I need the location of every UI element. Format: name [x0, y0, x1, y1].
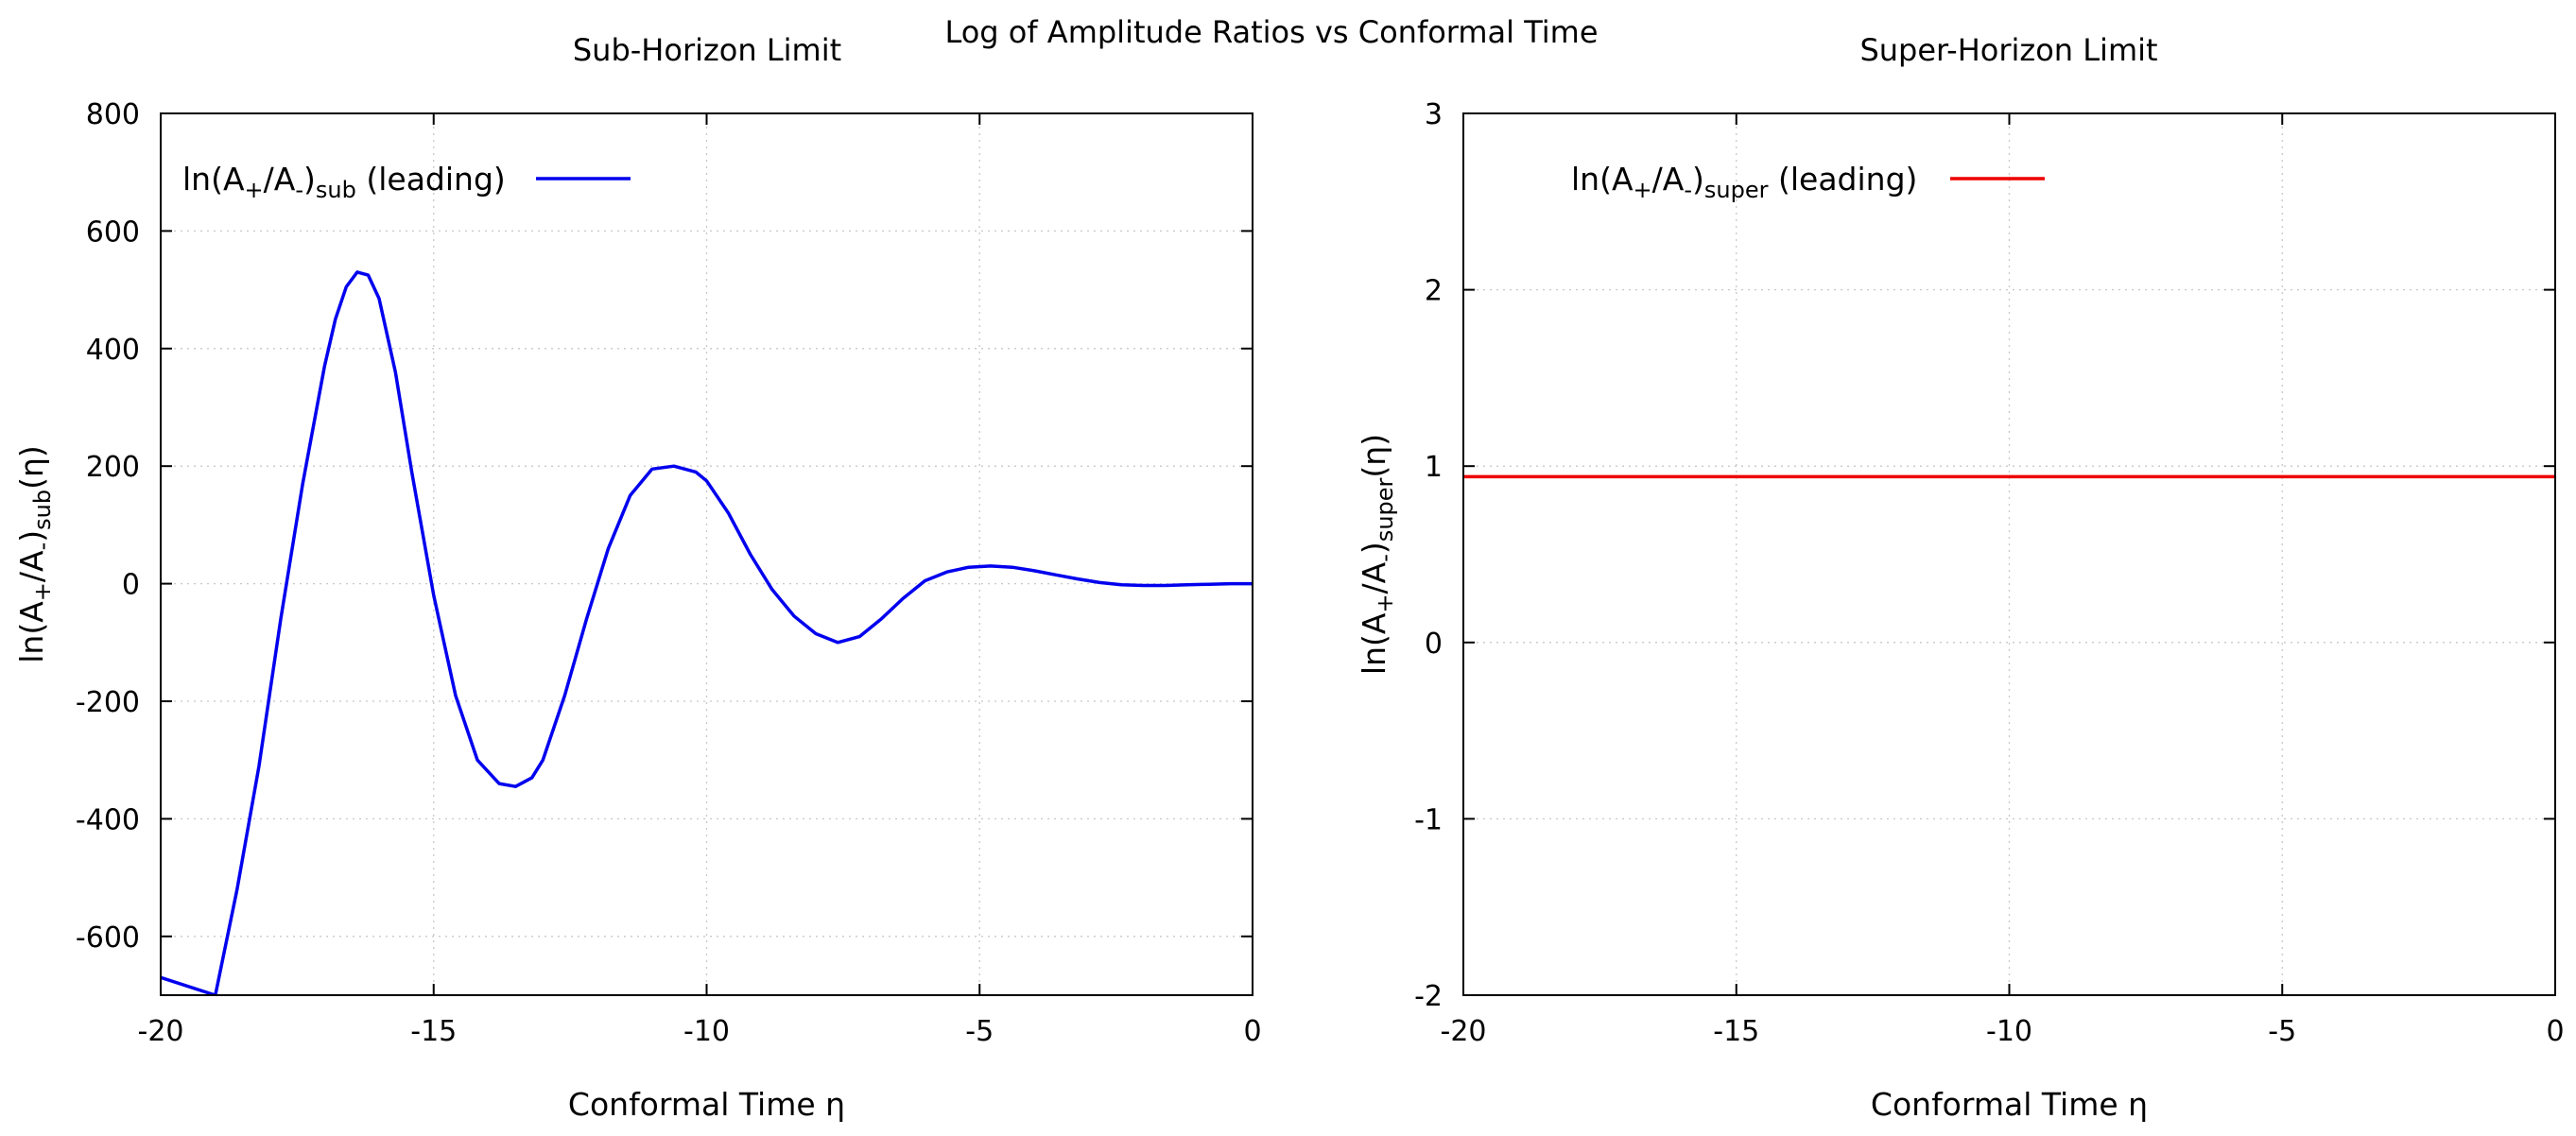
super-ylabel-label-subscript: super — [1372, 477, 1398, 542]
sub-ytick-label: 600 — [86, 215, 140, 249]
super-x-axis-label: Conformal Time η — [1871, 1086, 2148, 1123]
sub-ytick-label: -400 — [76, 803, 140, 836]
super-ytick-label: 0 — [1425, 628, 1443, 661]
sub-horizon-panel: -20 -15 -10 -5 0 -600 -400 -200 0 200 400 600 800 Sub… — [13, 32, 1262, 1123]
sub-legend-text: ln(A+/A-)sub (leading) — [182, 161, 506, 203]
super-ylabel-label-part: ln(A — [1356, 612, 1392, 675]
sub-legend-label-subscript: sub — [316, 177, 356, 203]
sub-ytick-label: 0 — [122, 569, 140, 602]
sub-series-line — [161, 270, 1253, 995]
super-ytick-label: 2 — [1425, 275, 1443, 308]
super-legend-label-minus: - — [1684, 177, 1692, 203]
super-legend-label-tail: (leading) — [1769, 161, 1918, 198]
sub-ylabel-label-tail: (η) — [13, 445, 50, 490]
super-panel-title: Super-Horizon Limit — [1859, 32, 2157, 68]
super-xtick-label: -10 — [1986, 1015, 2032, 1048]
sub-plot-frame — [160, 112, 1253, 996]
super-ytick-label: 3 — [1425, 98, 1443, 131]
sub-ytick-label: 800 — [86, 98, 140, 131]
sub-ytick-label: -200 — [76, 686, 140, 719]
sub-ylabel-label-part: ) — [13, 530, 50, 542]
super-ylabel-label-part: ) — [1356, 542, 1392, 554]
sub-legend-label-minus: - — [295, 177, 303, 203]
sub-xtick-label: -20 — [138, 1015, 184, 1048]
sub-xtick-label: -5 — [965, 1015, 994, 1048]
sub-ytick-label: -600 — [76, 921, 140, 955]
sub-panel-title: Sub-Horizon Limit — [573, 32, 841, 68]
super-xtick-label: -15 — [1713, 1015, 1759, 1048]
super-legend-text: ln(A+/A-)super (leading) — [1571, 161, 1917, 203]
sub-legend-label-plus: + — [245, 177, 264, 203]
sub-legend-label-part: ) — [303, 161, 316, 198]
sub-ylabel-label-minus: - — [29, 542, 56, 551]
super-ytick-label: -1 — [1414, 803, 1443, 836]
super-ytick-label: 1 — [1425, 451, 1443, 484]
sub-xtick-label: 0 — [1243, 1015, 1261, 1048]
sub-y-axis-label: ln(A+/A-)sub(η) — [13, 445, 56, 663]
super-xtick-label: 0 — [2546, 1015, 2564, 1048]
sub-ytick-label: 400 — [86, 334, 140, 367]
sub-ytick-label: 200 — [86, 451, 140, 484]
super-xtick-label: -20 — [1441, 1015, 1487, 1048]
super-xtick-label: -5 — [2268, 1015, 2296, 1048]
sub-ylabel-label-subscript: sub — [29, 490, 56, 530]
super-y-axis-label: ln(A+/A-)super(η) — [1356, 434, 1398, 675]
sub-ylabel-label-part: /A — [13, 550, 50, 582]
super-ylabel-label-part: /A — [1356, 561, 1392, 594]
sub-legend-label-tail: (leading) — [356, 161, 506, 198]
super-legend-label-plus: + — [1634, 177, 1652, 203]
sub-legend-label-part: /A — [264, 161, 296, 198]
super-legend-label-part: ) — [1692, 161, 1704, 198]
super-legend-label-part: ln(A — [1571, 161, 1634, 198]
super-legend-label-part: /A — [1652, 161, 1685, 198]
sub-x-axis-label: Conformal Time η — [568, 1086, 845, 1123]
sub-ylabel-label-plus: + — [29, 582, 56, 601]
sub-xtick-label: -15 — [410, 1015, 457, 1048]
figure-title: Log of Amplitude Ratios vs Conformal Tim… — [944, 14, 1598, 50]
sub-legend-label-part: ln(A — [182, 161, 245, 198]
super-ytick-label: -2 — [1414, 980, 1443, 1013]
super-plot-frame — [1462, 112, 2556, 996]
sub-xtick-label: -10 — [683, 1015, 730, 1048]
super-ylabel-label-minus: - — [1372, 554, 1398, 562]
sub-ylabel-label-part: ln(A — [13, 601, 50, 663]
super-ylabel-label-plus: + — [1372, 594, 1398, 612]
super-ylabel-label-tail: (η) — [1356, 434, 1392, 478]
super-legend-label-subscript: super — [1704, 177, 1769, 203]
